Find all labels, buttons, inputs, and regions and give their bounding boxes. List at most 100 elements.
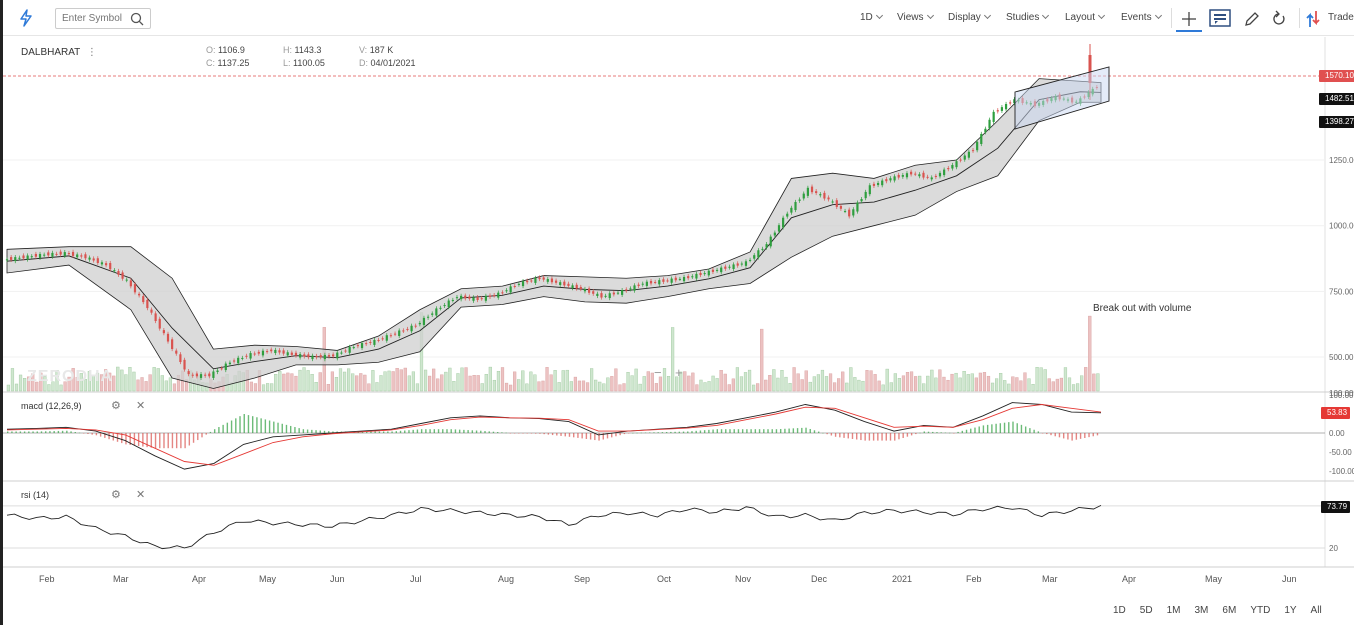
time-axis-tick: Mar — [113, 574, 129, 584]
candle-body — [567, 283, 570, 286]
volume-bar — [901, 375, 906, 392]
macd-histogram-bar — [1058, 433, 1061, 438]
macd-histogram-bar — [640, 432, 642, 434]
time-axis-tick: Dec — [811, 574, 828, 584]
candle-body — [265, 351, 269, 353]
macd-histogram-bar — [492, 431, 495, 433]
annotation-text[interactable]: Break out with volume — [1093, 303, 1192, 314]
symbol-label[interactable]: DALBHARAT ⋮ — [21, 47, 97, 58]
candle-body — [757, 250, 760, 258]
candle-body — [158, 318, 161, 329]
volume-bar — [395, 368, 399, 392]
interval-menu[interactable]: 1D — [860, 11, 883, 23]
volume-bar — [577, 380, 582, 392]
symbol-search[interactable] — [55, 8, 151, 29]
candle-body — [303, 354, 306, 357]
range-button-5d[interactable]: 5D — [1139, 605, 1153, 616]
range-button-all[interactable]: All — [1310, 605, 1322, 616]
candle-body — [794, 201, 797, 211]
macd-histogram-bar — [564, 433, 566, 437]
macd-histogram-bar — [458, 429, 461, 433]
volume-bar — [67, 376, 71, 392]
trade-arrows-icon[interactable] — [1306, 9, 1320, 29]
macd-histogram-bar — [898, 433, 900, 440]
volume-bar — [407, 375, 411, 392]
ohlc-date: D: 04/01/2021 — [359, 58, 416, 68]
range-button-1d[interactable]: 1D — [1113, 605, 1126, 616]
volume-bar — [132, 371, 136, 392]
macd-close-icon[interactable]: ✕ — [136, 400, 146, 412]
rsi-label[interactable]: rsi (14) — [21, 490, 50, 500]
volume-bar — [31, 373, 35, 392]
search-icon[interactable] — [130, 12, 144, 26]
candle-body — [563, 281, 566, 286]
macd-histogram-bar — [796, 428, 799, 433]
volume-bar — [804, 370, 808, 392]
candle-body — [984, 128, 987, 133]
ohlc-close: C: 1137.25 — [206, 58, 250, 68]
candle-body — [455, 297, 459, 299]
refresh-icon[interactable] — [1271, 10, 1287, 28]
macd-histogram-bar — [471, 430, 474, 433]
lightning-icon[interactable] — [17, 9, 35, 27]
volume-bar — [662, 368, 667, 392]
crosshair-icon[interactable] — [1175, 6, 1203, 32]
macd-histogram-bar — [450, 429, 452, 433]
range-button-1m[interactable]: 1M — [1166, 605, 1181, 616]
macd-histogram-bar — [205, 433, 207, 435]
macd-histogram-bar — [678, 431, 681, 433]
rsi-settings-icon[interactable]: ⚙ — [111, 489, 121, 501]
candle-body — [426, 316, 430, 318]
candle-body — [104, 263, 108, 266]
macd-histogram-bar — [881, 433, 883, 441]
layout-menu[interactable]: Layout — [1065, 11, 1106, 23]
candle-body — [381, 338, 384, 340]
volume-bar — [1027, 378, 1031, 392]
more-vertical-icon[interactable]: ⋮ — [86, 47, 97, 58]
macd-histogram-bar — [1054, 433, 1056, 437]
macd-histogram-bar — [19, 431, 22, 433]
volume-bar — [808, 381, 812, 392]
volume-bar — [756, 383, 760, 392]
macd-histogram-bar — [923, 431, 925, 433]
volume-bar — [440, 374, 444, 392]
candle-body — [699, 272, 702, 276]
trade-button[interactable]: Trade — [1328, 12, 1354, 23]
range-button-1y[interactable]: 1Y — [1284, 605, 1297, 616]
macd-histogram-bar — [399, 430, 402, 433]
pencil-icon[interactable] — [1243, 10, 1261, 28]
macd-histogram-bar — [995, 423, 997, 433]
range-button-3m[interactable]: 3M — [1194, 605, 1209, 616]
candle-body — [777, 225, 781, 232]
macd-histogram-bar — [965, 429, 968, 433]
macd-histogram-bar — [860, 433, 862, 441]
macd-label[interactable]: macd (12,26,9) — [21, 401, 82, 411]
candle-body — [509, 286, 512, 293]
macd-histogram-bar — [61, 430, 64, 433]
comment-icon[interactable] — [1209, 9, 1231, 29]
macd-histogram-bar — [1088, 433, 1090, 438]
studies-menu[interactable]: Studies — [1006, 11, 1050, 23]
candle-body — [323, 354, 326, 360]
display-menu[interactable]: Display — [948, 11, 991, 23]
volume-bar — [521, 370, 525, 392]
candle-body — [534, 277, 537, 283]
macd-histogram-bar — [556, 433, 558, 436]
macd-histogram-bar — [425, 429, 427, 433]
events-menu[interactable]: Events — [1121, 11, 1162, 23]
rsi-close-icon[interactable]: ✕ — [136, 489, 146, 501]
macd-histogram-bar — [577, 433, 579, 438]
volume-bar — [703, 382, 707, 392]
macd-settings-icon[interactable]: ⚙ — [111, 400, 121, 412]
volume-bar — [375, 382, 379, 392]
views-menu[interactable]: Views — [897, 11, 934, 23]
zoom-out-button[interactable]: − — [654, 365, 662, 380]
range-selector: 1D 5D 1M 3M 6M YTD 1Y All — [1113, 605, 1336, 616]
search-input[interactable] — [62, 11, 126, 26]
candle-body — [658, 280, 661, 285]
range-button-6m[interactable]: 6M — [1222, 605, 1237, 616]
chart-canvas[interactable]: 1250.001000.00750.00500.00100.00100.000.… — [3, 37, 1354, 597]
zoom-in-button[interactable]: + — [675, 365, 683, 380]
candle-body — [315, 355, 318, 358]
range-button-ytd[interactable]: YTD — [1250, 605, 1271, 616]
